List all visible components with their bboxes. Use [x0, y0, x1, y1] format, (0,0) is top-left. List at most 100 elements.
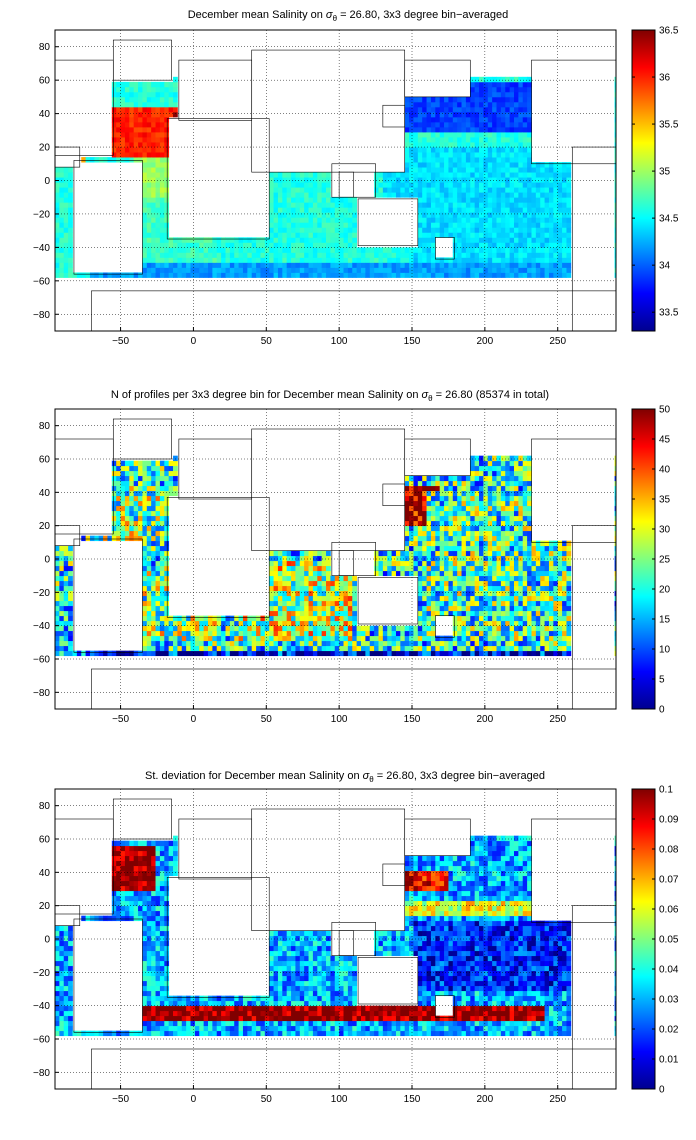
- heatmap-cell: [439, 137, 445, 143]
- heatmap-cell: [63, 630, 69, 637]
- heatmap-cell: [500, 650, 506, 657]
- heatmap-cell: [430, 530, 436, 537]
- heatmap-cell: [229, 630, 235, 637]
- heatmap-cell: [557, 550, 563, 557]
- heatmap-cell: [111, 465, 117, 472]
- heatmap-cell: [553, 570, 559, 577]
- heatmap-cell: [68, 197, 73, 203]
- heatmap-cell: [514, 550, 519, 557]
- heatmap-cell: [317, 232, 323, 238]
- heatmap-cell: [155, 96, 161, 103]
- heatmap-cell: [531, 252, 537, 258]
- heatmap-cell: [448, 480, 454, 487]
- heatmap-cell: [544, 197, 550, 203]
- heatmap-cell: [81, 157, 86, 163]
- heatmap-cell: [544, 640, 550, 647]
- heatmap-cell: [142, 162, 148, 168]
- heatmap-cell: [365, 262, 371, 268]
- heatmap-cell: [487, 625, 493, 632]
- heatmap-cell: [448, 257, 454, 263]
- heatmap-cell: [557, 212, 563, 218]
- heatmap-cell: [326, 575, 331, 582]
- heatmap-cell: [535, 645, 541, 652]
- heatmap-cell: [553, 232, 559, 238]
- heatmap-cell: [479, 267, 484, 273]
- heatmap-cell: [116, 81, 121, 88]
- heatmap-cell: [347, 645, 353, 652]
- heatmap-cell: [465, 202, 471, 208]
- heatmap-cell: [452, 595, 458, 602]
- heatmap-cell: [500, 106, 506, 113]
- heatmap-cell: [216, 247, 222, 253]
- heatmap-cell: [59, 212, 65, 218]
- heatmap-cell: [164, 222, 170, 228]
- heatmap-cell: [142, 192, 148, 198]
- heatmap-cell: [343, 615, 349, 622]
- heatmap-cell: [522, 545, 528, 552]
- heatmap-cell: [55, 267, 60, 273]
- heatmap-cell: [142, 510, 148, 517]
- heatmap-cell: [295, 635, 301, 642]
- heatmap-cell: [535, 262, 541, 268]
- heatmap-cell: [146, 212, 152, 218]
- heatmap-cell: [186, 615, 191, 622]
- heatmap-cell: [413, 121, 419, 128]
- heatmap-cell: [439, 187, 445, 193]
- heatmap-cell: [286, 550, 292, 557]
- heatmap-cell: [492, 590, 497, 597]
- heatmap-cell: [339, 222, 344, 228]
- heatmap-cell: [269, 630, 274, 637]
- coastline-segment: [166, 118, 270, 240]
- heatmap-cell: [413, 625, 419, 632]
- heatmap-cell: [465, 157, 471, 163]
- heatmap-cell: [151, 520, 156, 527]
- heatmap-cell: [59, 257, 65, 263]
- heatmap-cell: [518, 187, 524, 193]
- heatmap-cell: [496, 91, 502, 98]
- heatmap-cell: [496, 610, 502, 617]
- heatmap-cell: [527, 550, 532, 557]
- heatmap-cell: [500, 530, 506, 537]
- heatmap-cell: [387, 570, 392, 577]
- heatmap-cell: [142, 545, 148, 552]
- heatmap-cell: [557, 555, 563, 562]
- heatmap-cell: [295, 192, 301, 198]
- heatmap-cell: [216, 625, 222, 632]
- heatmap-cell: [435, 485, 441, 492]
- heatmap-cell: [63, 625, 69, 632]
- heatmap-cell: [461, 560, 467, 567]
- heatmap-cell: [256, 645, 261, 652]
- heatmap-cell: [413, 515, 419, 522]
- heatmap-cell: [269, 187, 274, 193]
- heatmap-cell: [208, 650, 213, 657]
- heatmap-cell: [492, 500, 497, 507]
- heatmap-cell: [194, 620, 200, 627]
- heatmap-cell: [514, 192, 519, 198]
- heatmap-cell: [557, 620, 563, 627]
- heatmap-cell: [465, 272, 471, 278]
- heatmap-cell: [435, 480, 441, 487]
- heatmap-cell: [173, 620, 178, 627]
- heatmap-cell: [124, 81, 130, 88]
- heatmap-cell: [273, 550, 279, 557]
- heatmap-cell: [435, 520, 441, 527]
- heatmap-cell: [138, 485, 143, 492]
- heatmap-cell: [129, 520, 135, 527]
- heatmap-cell: [544, 182, 550, 188]
- heatmap-cell: [164, 267, 170, 273]
- heatmap-cell: [225, 247, 231, 253]
- heatmap-cell: [465, 132, 471, 138]
- y-tick-label: −20: [33, 209, 50, 220]
- heatmap-cell: [505, 625, 511, 632]
- heatmap-cell: [430, 172, 436, 178]
- heatmap-cell: [422, 267, 427, 273]
- heatmap-cell: [487, 610, 493, 617]
- heatmap-cell: [457, 147, 462, 153]
- heatmap-cell: [282, 570, 288, 577]
- heatmap-cell: [142, 247, 148, 253]
- heatmap-cell: [382, 257, 388, 263]
- heatmap-cell: [326, 585, 331, 592]
- heatmap-cell: [518, 620, 524, 627]
- heatmap-cell: [479, 575, 484, 582]
- heatmap-cell: [417, 157, 423, 163]
